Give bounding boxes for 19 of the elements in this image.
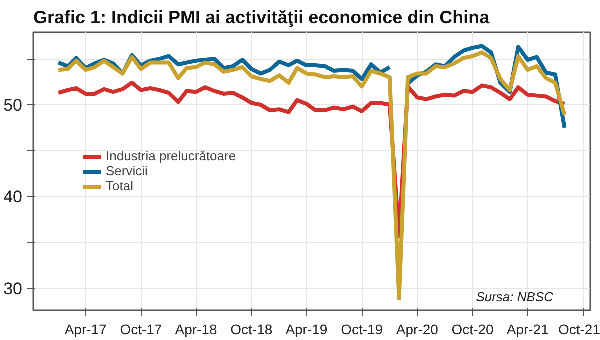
- x-tick-label: Oct-19: [341, 322, 384, 338]
- x-tick-label: Apr-20: [396, 322, 439, 338]
- legend-label: Total: [106, 178, 134, 194]
- x-tick-label: Oct-21: [558, 322, 600, 338]
- x-tick-label: Oct-18: [230, 322, 273, 338]
- y-tick-label: 30: [4, 279, 23, 298]
- legend-label: Servicii: [106, 164, 148, 178]
- chart-title: Grafic 1: Indicii PMI ai activităţii economice din China: [34, 8, 491, 28]
- x-tick-label: Oct-20: [452, 322, 494, 338]
- y-tick-label: 40: [4, 188, 23, 207]
- line-series: [56, 50, 567, 301]
- y-tick-label: 50: [4, 96, 23, 115]
- x-tick-label: Apr-18: [175, 322, 218, 338]
- legend-label: Industria prelucrătoare: [106, 148, 236, 164]
- x-tick-label: Oct-17: [120, 322, 162, 338]
- annotation: Sursa: NBSC: [476, 290, 554, 304]
- x-tick-label: Apr-17: [64, 322, 108, 338]
- x-tick-label: Apr-21: [506, 322, 550, 338]
- x-tick-label: Apr-19: [286, 322, 328, 338]
